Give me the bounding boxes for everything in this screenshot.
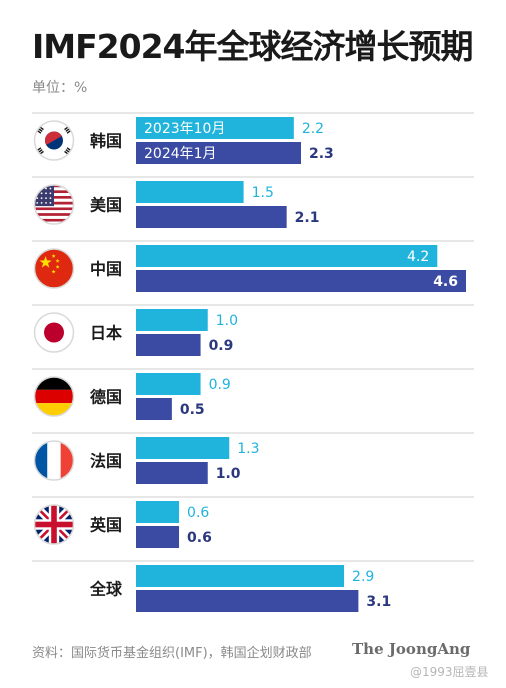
category-label: 日本 [90, 324, 122, 343]
value-label-oct: 2.9 [352, 569, 374, 585]
bar-jan [136, 398, 172, 420]
value-label-jan: 2.3 [309, 146, 334, 162]
bar-jan [136, 206, 287, 228]
category-label: 全球 [89, 580, 123, 599]
japan-flag [33, 312, 75, 353]
value-label-oct: 2.2 [302, 121, 324, 137]
usa-flag [33, 184, 75, 225]
source-note: 资料：国际货币基金组织(IMF)，韩国企划财政部 [32, 646, 312, 661]
value-label-jan: 3.1 [366, 594, 391, 610]
bar-jan [136, 142, 301, 164]
china-flag [33, 248, 75, 289]
bar-oct [136, 309, 208, 331]
value-label-jan: 1.0 [216, 466, 241, 482]
value-label-oct: 0.6 [187, 505, 209, 521]
value-label-jan: 4.6 [433, 274, 458, 290]
brand-logo: The JoongAng [352, 640, 471, 658]
bar-jan [136, 462, 208, 484]
chart-title: IMF2024年全球经济增长预期 [32, 27, 474, 66]
bar-jan [136, 334, 201, 356]
value-label-oct: 1.3 [237, 441, 259, 457]
value-label-jan: 0.6 [187, 530, 212, 546]
value-label-oct: 0.9 [209, 377, 231, 393]
legend-label-jan: 2024年1月 [144, 146, 217, 162]
category-label: 法国 [90, 452, 122, 471]
watermark: @1993屈壹县 [410, 665, 489, 679]
category-label: 德国 [90, 388, 122, 407]
bar-jan [136, 526, 180, 548]
bar-oct [136, 245, 438, 267]
bar-oct [136, 437, 230, 459]
bar-jan [136, 270, 466, 292]
value-label-jan: 0.9 [209, 338, 234, 354]
bar-oct [136, 181, 244, 203]
category-label: 英国 [89, 516, 122, 535]
uk-flag [33, 504, 75, 545]
unit-label: 单位：% [32, 80, 88, 96]
category-label: 韩国 [90, 132, 122, 151]
germany-flag [33, 376, 75, 417]
category-label: 美国 [90, 196, 122, 215]
south-korea-flag [33, 120, 75, 161]
value-label-jan: 2.1 [295, 210, 320, 226]
category-label: 中国 [90, 260, 122, 279]
france-flag [33, 440, 75, 481]
bar-oct [136, 117, 294, 139]
value-label-oct: 1.5 [252, 185, 274, 201]
bar-jan [136, 590, 359, 612]
legend-label-oct: 2023年10月 [144, 121, 225, 137]
bar-oct [136, 565, 345, 587]
value-label-oct: 4.2 [407, 249, 429, 265]
value-label-oct: 1.0 [216, 313, 238, 329]
bar-oct [136, 501, 180, 523]
value-label-jan: 0.5 [180, 402, 205, 418]
bar-oct [136, 373, 201, 395]
